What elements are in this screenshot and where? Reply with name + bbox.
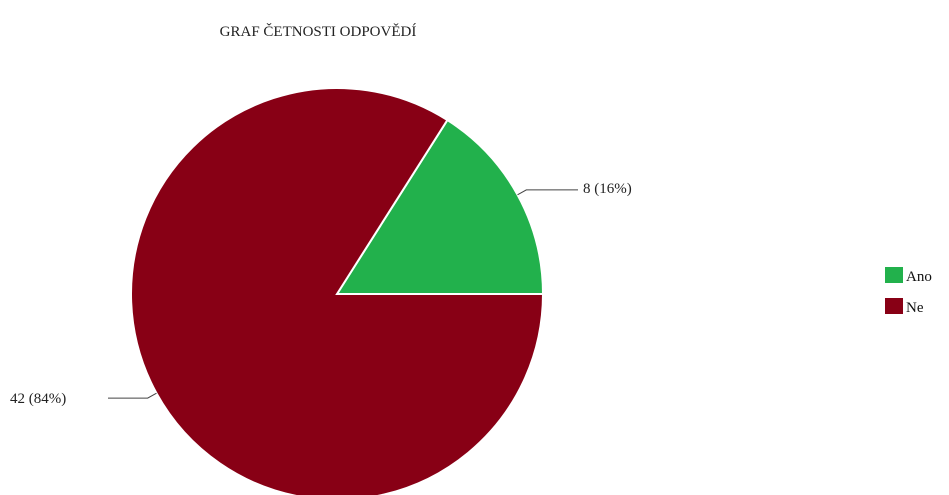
data-label-ne: 42 (84%) <box>10 391 66 407</box>
legend-label-ne: Ne <box>906 300 924 316</box>
chart-title: GRAF ČETNOSTI ODPOVĚDÍ <box>220 23 417 40</box>
legend-label-ano: Ano <box>906 269 932 285</box>
data-label-ano: 8 (16%) <box>583 181 632 197</box>
leader-line-ano <box>517 189 578 196</box>
pie-slices <box>130 87 545 495</box>
pie-slice-ne <box>130 87 545 495</box>
legend-swatch-ano <box>885 267 903 283</box>
label-leader-lines <box>108 189 578 399</box>
legend-swatch-ne <box>885 298 903 314</box>
legend: Ano Ne <box>885 267 932 316</box>
leader-line-ne <box>108 392 157 399</box>
